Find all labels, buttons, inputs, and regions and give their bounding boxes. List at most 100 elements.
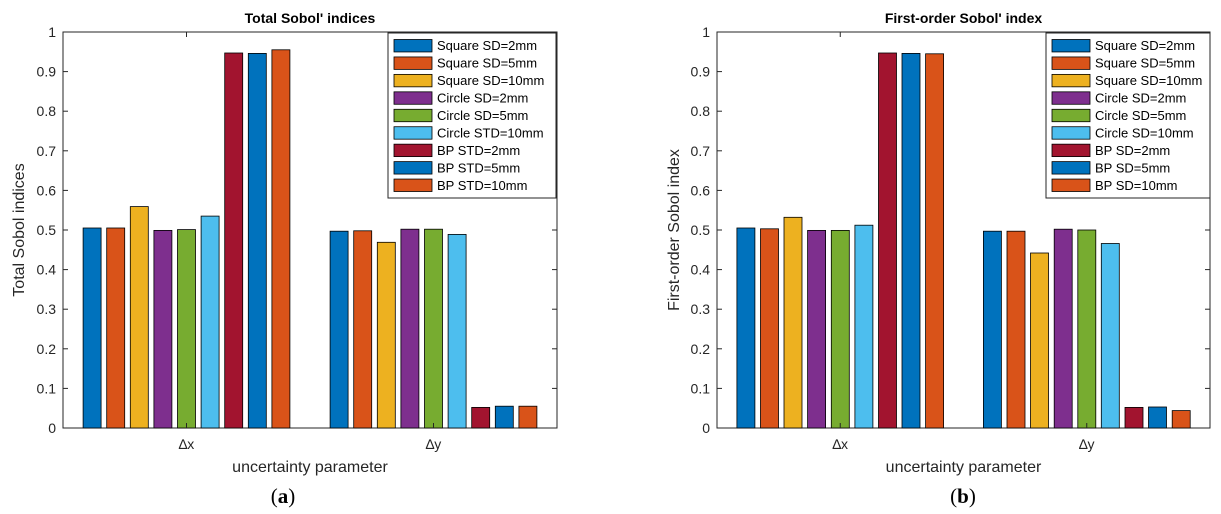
bar xyxy=(878,52,897,429)
legend-entry: Circle SD=10mm xyxy=(1095,125,1194,140)
bar xyxy=(1171,410,1191,429)
panel-label: (b) xyxy=(950,484,976,508)
x-tick-label: ∆y xyxy=(426,436,442,452)
legend-swatch xyxy=(1051,143,1091,158)
x-axis-label: uncertainty parameter xyxy=(886,459,1042,476)
chart-title: Total Sobol' indices xyxy=(245,10,376,26)
legend-swatch xyxy=(1051,73,1091,88)
bar xyxy=(925,53,944,429)
legend-swatch xyxy=(393,161,433,175)
legend-swatch xyxy=(1051,39,1091,53)
bar xyxy=(400,228,420,429)
y-tick-label: 0.8 xyxy=(37,103,57,119)
bar xyxy=(901,53,921,429)
y-tick-label: 0.2 xyxy=(37,341,57,357)
bar xyxy=(247,53,267,429)
legend-entry: Square SD=2mm xyxy=(1095,38,1195,53)
bar xyxy=(447,233,467,429)
legend-swatch xyxy=(1051,56,1091,70)
legend-entry: BP SD=5mm xyxy=(1095,160,1170,175)
bar xyxy=(106,227,126,429)
y-tick-label: 0.5 xyxy=(691,222,711,238)
bar xyxy=(1124,406,1144,429)
legend-swatch xyxy=(1051,161,1091,175)
y-tick-label: 0.1 xyxy=(37,380,57,396)
bar xyxy=(854,224,874,429)
legend-entry: Square SD=5mm xyxy=(437,56,537,71)
y-tick-label: 0.3 xyxy=(691,301,711,317)
y-tick-label: 0.2 xyxy=(691,341,711,357)
legend-swatch xyxy=(393,56,433,70)
y-tick-label: 0 xyxy=(702,420,710,436)
legend-swatch xyxy=(393,91,433,105)
y-tick-label: 0.9 xyxy=(37,64,57,80)
y-tick-label: 0.9 xyxy=(691,64,711,80)
y-tick-label: 0 xyxy=(48,420,56,436)
y-tick-label: 0.4 xyxy=(691,262,711,278)
bar xyxy=(983,230,1002,429)
bar xyxy=(1053,228,1073,429)
x-axis-label: uncertainty parameter xyxy=(232,459,388,476)
legend-swatch xyxy=(1051,108,1091,123)
legend: Square SD=2mm Square SD=5mm Square SD=10mm… xyxy=(1045,32,1211,199)
y-tick-label: 0.7 xyxy=(37,143,57,159)
panel-label: (a) xyxy=(271,484,296,508)
legend-entry: Square SD=2mm xyxy=(437,38,537,53)
legend-swatch xyxy=(393,39,433,53)
bar xyxy=(518,405,538,429)
legend-entry: Circle SD=5mm xyxy=(1095,108,1186,123)
legend-entry: Circle SD=2mm xyxy=(1095,91,1186,106)
bar xyxy=(1006,230,1026,429)
y-tick-label: 0.5 xyxy=(37,222,57,238)
legend-swatch xyxy=(1051,178,1091,192)
bar xyxy=(82,227,102,429)
legend-entry: BP STD=5mm xyxy=(437,160,520,175)
y-tick-label: 1 xyxy=(702,24,710,40)
bar xyxy=(783,216,803,429)
legend: Square SD=2mm Square SD=5mm Square SD=10mm… xyxy=(387,32,557,199)
bar xyxy=(129,206,149,429)
bar xyxy=(153,229,173,429)
y-tick-label: 1 xyxy=(48,24,56,40)
bar xyxy=(1030,252,1049,429)
y-axis-label: First-order Sobol index xyxy=(666,149,683,311)
chart-panel-2: 0 0.1 0.2 0.3 0.4 0.5 0.6 0.7 0.8 0.9 1 ∆x ∆y First-o… xyxy=(666,10,1211,508)
legend-entry: Square SD=5mm xyxy=(1095,56,1195,71)
legend-swatch xyxy=(393,178,433,192)
y-axis-label: Total Sobol indices xyxy=(11,163,28,296)
bar xyxy=(471,406,491,429)
y-tick-label: 0.6 xyxy=(37,182,57,198)
legend-entry: Square SD=10mm xyxy=(437,73,544,88)
y-tick-label: 0.8 xyxy=(691,103,711,119)
legend-entry: Circle SD=5mm xyxy=(437,108,528,123)
legend-entry: Circle STD=10mm xyxy=(437,125,544,140)
bar xyxy=(376,241,396,429)
legend-swatch xyxy=(1051,91,1091,105)
y-tick-label: 0.7 xyxy=(691,143,711,159)
legend-entry: BP STD=2mm xyxy=(437,143,520,158)
legend-entry: Square SD=10mm xyxy=(1095,73,1202,88)
x-tick-label: ∆x xyxy=(832,436,848,452)
bar xyxy=(353,230,373,429)
bar xyxy=(807,229,826,429)
legend-swatch xyxy=(393,143,433,158)
bar xyxy=(200,215,220,429)
bar xyxy=(424,228,443,429)
legend-swatch xyxy=(1051,126,1091,140)
bar xyxy=(1077,229,1097,429)
legend-entry: Circle SD=2mm xyxy=(437,91,528,106)
legend-swatch xyxy=(393,108,433,123)
chart-panel-1: 0 0.1 0.2 0.3 0.4 0.5 0.6 0.7 0.8 0.9 1 ∆x ∆y Total S… xyxy=(11,10,558,508)
chart-title: First-order Sobol' index xyxy=(885,10,1043,26)
legend-entry: BP SD=10mm xyxy=(1095,178,1178,193)
bar xyxy=(760,228,779,429)
x-tick-label: ∆x xyxy=(179,436,195,452)
bar xyxy=(1100,243,1120,429)
y-tick-label: 0.6 xyxy=(691,182,711,198)
x-tick-label: ∆y xyxy=(1079,436,1095,452)
bar xyxy=(1148,406,1167,429)
y-tick-label: 0.3 xyxy=(37,301,57,317)
legend-entry: BP SD=2mm xyxy=(1095,143,1170,158)
bar xyxy=(329,230,349,429)
